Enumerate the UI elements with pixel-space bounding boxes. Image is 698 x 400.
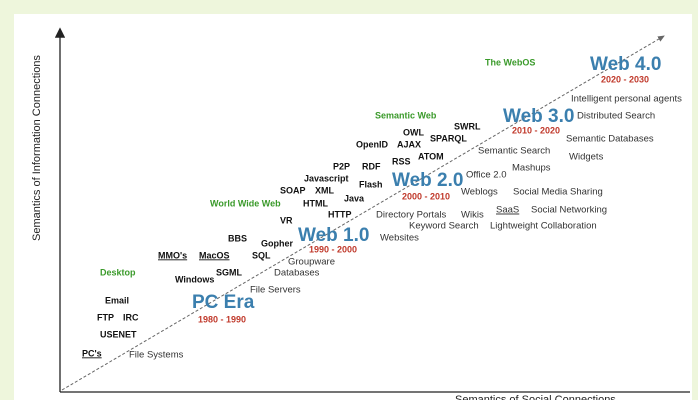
technology: SGML	[216, 267, 243, 277]
era-dates: 2020 - 2030	[601, 74, 649, 84]
era-dates: 2000 - 2010	[402, 191, 450, 201]
technology: AJAX	[397, 139, 421, 149]
phase-label: Desktop	[100, 267, 136, 277]
technology: XML	[315, 185, 335, 195]
technology: IRC	[123, 312, 139, 322]
technology: SPARQL	[430, 133, 467, 143]
technology: USENET	[100, 329, 137, 339]
phase-label: The WebOS	[485, 57, 535, 67]
technology: RSS	[392, 156, 411, 166]
technology: HTML	[303, 198, 328, 208]
era-name: Web 3.0	[503, 106, 574, 127]
concept: Widgets	[569, 152, 604, 163]
technology: SQL	[252, 250, 271, 260]
concept: Groupware	[288, 257, 335, 268]
x-axis-label: Semantics of Social Connections	[455, 394, 616, 400]
era-name: Web 4.0	[590, 54, 661, 75]
concept: Office 2.0	[466, 170, 507, 181]
technology: HTTP	[328, 209, 352, 219]
technology: RDF	[362, 161, 381, 171]
concept: Websites	[380, 233, 419, 244]
trend-arrow	[61, 35, 665, 391]
technology: Email	[105, 295, 129, 305]
technology: BBS	[228, 233, 247, 243]
concept: File Systems	[129, 350, 184, 361]
concept: Social Media Sharing	[513, 187, 603, 198]
technology: MacOS	[199, 250, 230, 260]
phase-label: Semantic Web	[375, 110, 437, 120]
technology: FTP	[97, 312, 114, 322]
era-dates: 1980 - 1990	[198, 314, 246, 324]
concept: Semantic Search	[478, 146, 550, 157]
era-dates: 1990 - 2000	[309, 244, 357, 254]
technology: Windows	[175, 274, 214, 284]
technology: OWL	[403, 127, 424, 137]
concept: Mashups	[512, 163, 551, 174]
era-name: Web 2.0	[392, 170, 463, 191]
concept: Weblogs	[461, 187, 498, 198]
concept: Keyword Search	[409, 221, 479, 232]
y-axis-label: Semantics of Information Connections	[31, 55, 43, 241]
concept: Directory Portals	[376, 210, 446, 221]
concept: Intelligent personal agents	[571, 94, 682, 105]
technology: SWRL	[454, 121, 481, 131]
concept: Databases	[274, 268, 320, 279]
concept: File Servers	[250, 285, 301, 296]
era-name: Web 1.0	[298, 225, 369, 246]
era-name: PC Era	[192, 292, 255, 313]
concept: Semantic Databases	[566, 134, 654, 145]
concept: Social Networking	[531, 205, 607, 216]
phase-label: World Wide Web	[210, 198, 281, 208]
technology: VR	[280, 215, 293, 225]
technology: P2P	[333, 161, 350, 171]
technology: MMO's	[158, 250, 187, 260]
concept: Lightweight Collaboration	[490, 221, 597, 232]
technology: Java	[344, 193, 365, 203]
technology: SOAP	[280, 185, 306, 195]
concept: Distributed Search	[577, 111, 655, 122]
technology: ATOM	[418, 151, 444, 161]
concept: Wikis	[461, 210, 484, 221]
panel	[14, 14, 692, 400]
era-dates: 2010 - 2020	[512, 125, 560, 135]
technology: Flash	[359, 179, 383, 189]
technology: Gopher	[261, 238, 293, 248]
concept: SaaS	[496, 205, 519, 216]
technology: OpenID	[356, 139, 389, 149]
technology: Javascript	[304, 173, 349, 183]
technology: PC's	[82, 348, 102, 358]
